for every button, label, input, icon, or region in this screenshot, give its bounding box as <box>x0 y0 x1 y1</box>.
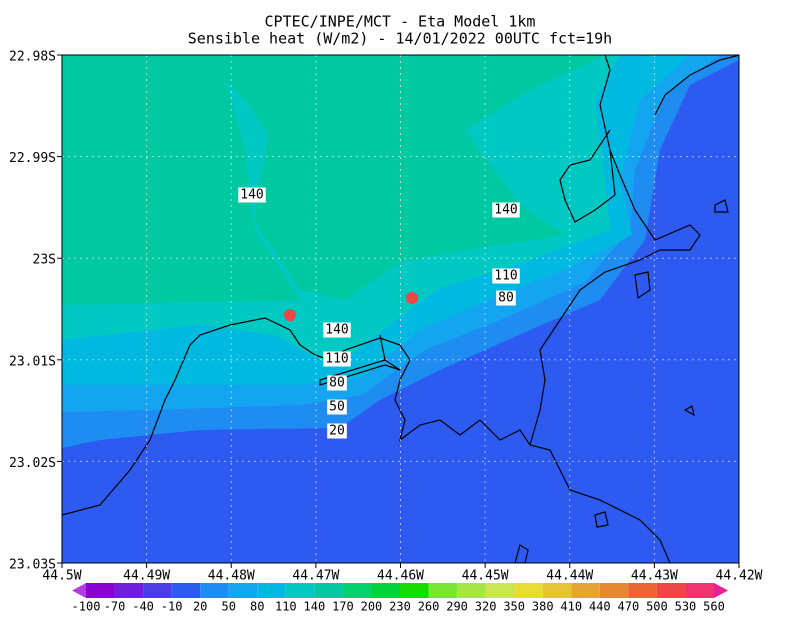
lat-label: 22.98S <box>9 50 56 65</box>
colorbar-label: 560 <box>703 600 725 614</box>
colorbar-cell <box>542 583 572 598</box>
colorbar-label: 380 <box>532 600 554 614</box>
contour-label: 110 <box>494 269 517 284</box>
contour-label: 140 <box>494 203 517 218</box>
colorbar-cell <box>599 583 629 598</box>
lat-label: 23.01S <box>9 354 56 369</box>
colorbar-cell <box>371 583 400 598</box>
colorbar-cell <box>457 583 486 598</box>
contour-label-box <box>238 187 266 203</box>
contour-label-box <box>496 290 516 306</box>
lat-label: 23S <box>33 253 56 268</box>
colorbar-label: 140 <box>304 600 326 614</box>
colorbar-label: 500 <box>646 600 668 614</box>
colorbar-cell <box>257 583 286 598</box>
colorbar-cell <box>485 583 515 598</box>
lat-label: 23.03S <box>9 558 56 573</box>
contour-label: 140 <box>325 323 348 338</box>
colorbar-cell <box>656 583 686 598</box>
colorbar-cell <box>143 583 172 598</box>
colorbar-label: 20 <box>193 600 207 614</box>
colorbar-cell <box>114 583 144 598</box>
colorbar-label: 350 <box>503 600 525 614</box>
colorbar-label: 410 <box>560 600 582 614</box>
colorbar-cell <box>342 583 372 598</box>
colorbar-label: -40 <box>132 600 154 614</box>
colorbar-cell <box>171 583 201 598</box>
colorbar-label: 50 <box>222 600 236 614</box>
subtitle: Sensible heat (W/m2) - 14/01/2022 00UTC … <box>188 30 612 48</box>
colorbar-cell <box>628 583 657 598</box>
colorbar-cell <box>428 583 458 598</box>
lon-label: 44.45W <box>462 569 509 584</box>
colorbar-label: 170 <box>332 600 354 614</box>
lon-label: 44.48W <box>208 569 255 584</box>
contour-label: 80 <box>498 291 514 306</box>
contour-label: 80 <box>329 376 345 391</box>
colorbar-cell <box>86 583 115 598</box>
colorbar-cell <box>228 583 258 598</box>
contour-label: 20 <box>329 424 345 439</box>
contour-label: 140 <box>240 188 263 203</box>
contour-label-box <box>492 268 520 284</box>
lon-label: 44.5W <box>42 569 81 584</box>
colorbar-cell <box>200 583 229 598</box>
colorbar-cell <box>400 583 429 598</box>
lon-label: 44.44W <box>546 569 593 584</box>
lon-label: 44.43W <box>631 569 678 584</box>
colorbar-cell <box>571 583 600 598</box>
contour-label-box <box>327 399 347 415</box>
colorbar-label: 260 <box>418 600 440 614</box>
colorbar-cell <box>514 583 543 598</box>
contour-label-box <box>323 351 351 367</box>
colorbar-label: 80 <box>250 600 264 614</box>
colorbar-label: 110 <box>275 600 297 614</box>
colorbar-label: 320 <box>475 600 497 614</box>
colorbar-arrow <box>714 583 728 598</box>
colorbar-label: 230 <box>389 600 411 614</box>
contour-label-box <box>327 423 347 439</box>
colorbar-label: 470 <box>618 600 640 614</box>
contour-label: 50 <box>329 400 345 415</box>
contour-label-box <box>327 375 347 391</box>
colorbar-label: -100 <box>72 600 101 614</box>
colorbar-cell <box>314 583 343 598</box>
colorbar-label: 440 <box>589 600 611 614</box>
title: CPTEC/INPE/MCT - Eta Model 1km <box>265 13 536 31</box>
lon-label: 44.42W <box>716 569 763 584</box>
graticule <box>62 55 739 563</box>
colorbar-label: 290 <box>446 600 468 614</box>
lat-label: 22.99S <box>9 151 56 166</box>
colorbar-cell <box>285 583 315 598</box>
station-marker <box>284 309 296 321</box>
colorbar-arrow <box>72 583 86 598</box>
lon-label: 44.47W <box>292 569 339 584</box>
lon-label: 44.46W <box>377 569 424 584</box>
lat-label: 23.02S <box>9 456 56 471</box>
colorbar-label: -70 <box>104 600 126 614</box>
contour-label: 110 <box>325 352 348 367</box>
lon-label: 44.49W <box>123 569 170 584</box>
colorbar-label: 200 <box>361 600 383 614</box>
station-marker <box>406 292 418 304</box>
colorbar-label: -10 <box>161 600 183 614</box>
colorbar-label: 530 <box>675 600 697 614</box>
colorbar-cell <box>685 583 714 598</box>
contour-label-box <box>492 202 520 218</box>
contour-label-box <box>323 322 351 338</box>
